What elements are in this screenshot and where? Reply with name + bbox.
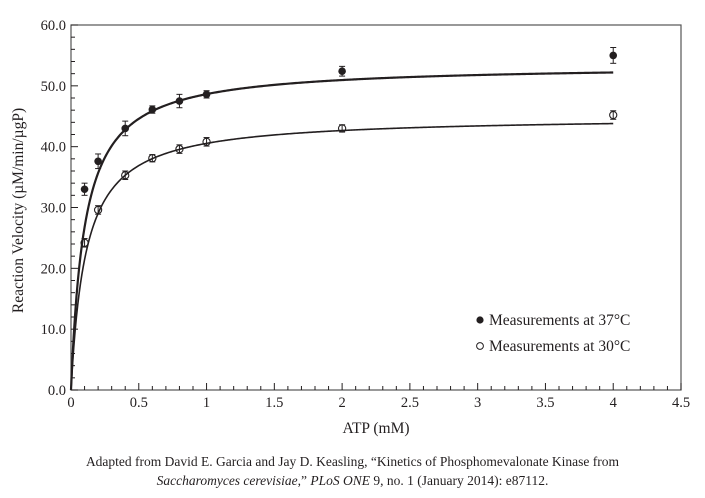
data-point-30c (609, 110, 618, 120)
fit-curve-37c (69, 71, 614, 391)
data-point-37c (609, 51, 618, 60)
caption-mid: ,” (297, 473, 311, 488)
x-axis-label: ATP (mM) (342, 420, 409, 437)
data-point-37c (94, 157, 102, 166)
data-point-30c (93, 205, 103, 215)
x-tick-label: 2.5 (401, 395, 419, 411)
data-point-37c (121, 124, 130, 133)
y-tick-label: 50.0 (41, 79, 66, 95)
data-point-30c (175, 144, 184, 154)
x-tick-label: 0.5 (130, 395, 148, 411)
x-tick-label: 4 (610, 395, 618, 411)
legend-label: Measurements at 30°C (489, 338, 630, 355)
legend-marker-30c (476, 342, 484, 350)
data-point-30c (121, 171, 130, 180)
x-tick-label: 3 (474, 395, 481, 411)
y-tick-label: 20.0 (41, 261, 66, 277)
y-tick-label: 10.0 (41, 322, 66, 338)
caption-line-2: Saccharomyces cerevisiae,” PLoS ONE 9, n… (0, 471, 705, 490)
data-point-30c (202, 137, 211, 146)
caption-rest: 9, no. 1 (January 2014): e87112. (370, 473, 549, 488)
data-point-30c (148, 154, 157, 163)
y-tick-label: 30.0 (41, 201, 66, 217)
x-tick-label: 2 (338, 395, 345, 411)
data-point-30c (337, 124, 347, 133)
x-tick-label: 1 (203, 395, 210, 411)
figure-caption: Adapted from David E. Garcia and Jay D. … (0, 452, 705, 490)
x-tick-label: 4.5 (672, 395, 690, 411)
data-point-37c (202, 90, 211, 99)
caption-line-1: Adapted from David E. Garcia and Jay D. … (85, 454, 620, 469)
data-point-37c (148, 105, 157, 114)
y-axis-label: Reaction Velocity (µM/min/µgP) (10, 108, 27, 313)
data-point-37c (338, 67, 346, 76)
data-point-37c (175, 97, 184, 105)
caption-journal: PLoS ONE (310, 473, 371, 488)
legend-marker-37c (476, 316, 484, 324)
chart: 0 0.5 1 1.5 2 2.5 3 3.5 4 4.5 0.0 10.0 20.0 30.0 40.0 5… (10, 18, 690, 437)
y-tick-label: 40.0 (41, 140, 66, 156)
x-tick-label: 1.5 (265, 395, 283, 411)
data-point-30c (80, 238, 89, 247)
caption-species: Saccharomyces cerevisiae (156, 473, 298, 488)
x-tick-label: 3.5 (536, 395, 554, 411)
data-point-37c (80, 185, 89, 194)
y-tick-label: 0.0 (48, 383, 66, 399)
x-tick-label: 0 (67, 395, 74, 411)
y-tick-label: 60.0 (41, 18, 66, 34)
legend-label: Measurements at 37°C (489, 312, 630, 329)
plot-frame (70, 24, 682, 391)
